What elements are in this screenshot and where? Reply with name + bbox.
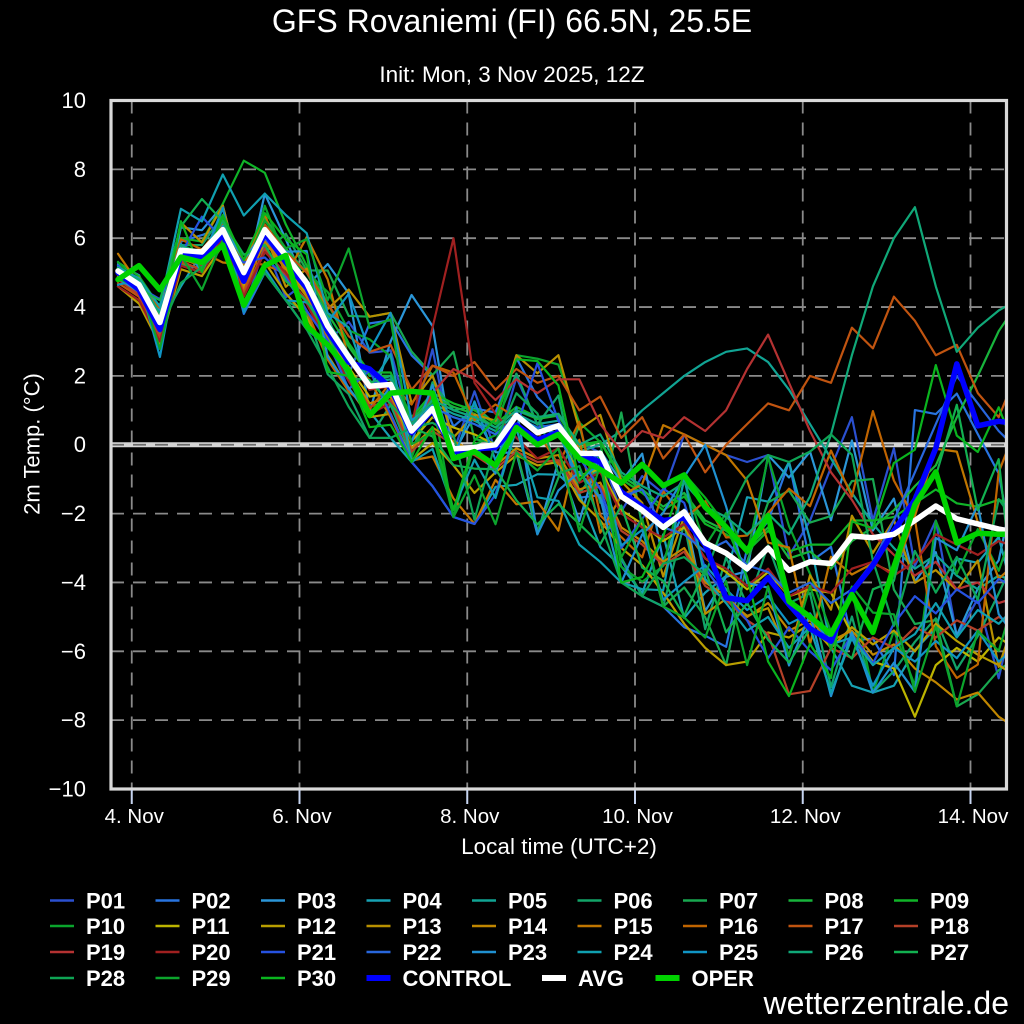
svg-text:10: 10: [62, 88, 86, 113]
svg-text:10. Nov: 10. Nov: [602, 805, 673, 828]
svg-text:wetterzentrale.de: wetterzentrale.de: [763, 985, 1009, 1021]
svg-text:P02: P02: [192, 889, 231, 914]
svg-text:−4: −4: [61, 570, 86, 595]
svg-text:P23: P23: [508, 940, 547, 965]
svg-text:GFS Rovaniemi (FI) 66.5N, 25.5: GFS Rovaniemi (FI) 66.5N, 25.5E: [272, 3, 752, 39]
svg-text:Local time (UTC+2): Local time (UTC+2): [461, 834, 657, 859]
svg-text:P21: P21: [297, 940, 336, 965]
svg-text:8: 8: [74, 157, 86, 182]
svg-text:6. Nov: 6. Nov: [272, 805, 332, 828]
svg-text:4: 4: [74, 295, 86, 320]
svg-text:P10: P10: [86, 914, 125, 939]
svg-text:P11: P11: [192, 914, 230, 939]
svg-text:2m Temp. (°C): 2m Temp. (°C): [20, 373, 45, 515]
svg-text:P17: P17: [825, 914, 864, 939]
svg-text:−8: −8: [61, 708, 86, 733]
svg-text:CONTROL: CONTROL: [403, 966, 512, 991]
svg-text:Init: Mon, 3 Nov 2025, 12Z: Init: Mon, 3 Nov 2025, 12Z: [379, 62, 644, 87]
svg-text:P22: P22: [403, 940, 442, 965]
svg-text:P20: P20: [192, 940, 231, 965]
svg-text:P19: P19: [86, 940, 125, 965]
svg-text:P14: P14: [508, 914, 548, 939]
svg-text:P04: P04: [403, 889, 443, 914]
svg-text:14. Nov: 14. Nov: [938, 805, 1009, 828]
svg-text:P06: P06: [614, 889, 653, 914]
svg-text:−6: −6: [61, 639, 86, 664]
svg-text:6: 6: [74, 226, 86, 251]
svg-text:8. Nov: 8. Nov: [440, 805, 500, 828]
svg-text:P15: P15: [614, 914, 653, 939]
svg-text:−2: −2: [61, 501, 86, 526]
svg-text:P27: P27: [930, 940, 969, 965]
svg-text:P16: P16: [719, 914, 758, 939]
svg-text:P26: P26: [825, 940, 864, 965]
svg-text:AVG: AVG: [578, 966, 624, 991]
svg-text:P08: P08: [825, 889, 864, 914]
svg-text:4. Nov: 4. Nov: [105, 805, 165, 828]
svg-text:2: 2: [74, 363, 86, 388]
svg-text:P30: P30: [297, 966, 336, 991]
svg-text:P13: P13: [403, 914, 442, 939]
svg-text:P05: P05: [508, 889, 547, 914]
svg-text:P25: P25: [719, 940, 758, 965]
svg-text:0: 0: [74, 432, 86, 457]
svg-text:P03: P03: [297, 889, 336, 914]
svg-text:−10: −10: [49, 777, 86, 802]
svg-text:P09: P09: [930, 889, 969, 914]
svg-text:P28: P28: [86, 966, 125, 991]
svg-text:P18: P18: [930, 914, 969, 939]
svg-text:P24: P24: [614, 940, 654, 965]
svg-text:OPER: OPER: [692, 966, 754, 991]
svg-text:P01: P01: [86, 889, 125, 914]
svg-text:P29: P29: [192, 966, 231, 991]
svg-text:P07: P07: [719, 889, 758, 914]
svg-text:12. Nov: 12. Nov: [770, 805, 841, 828]
svg-text:P12: P12: [297, 914, 336, 939]
